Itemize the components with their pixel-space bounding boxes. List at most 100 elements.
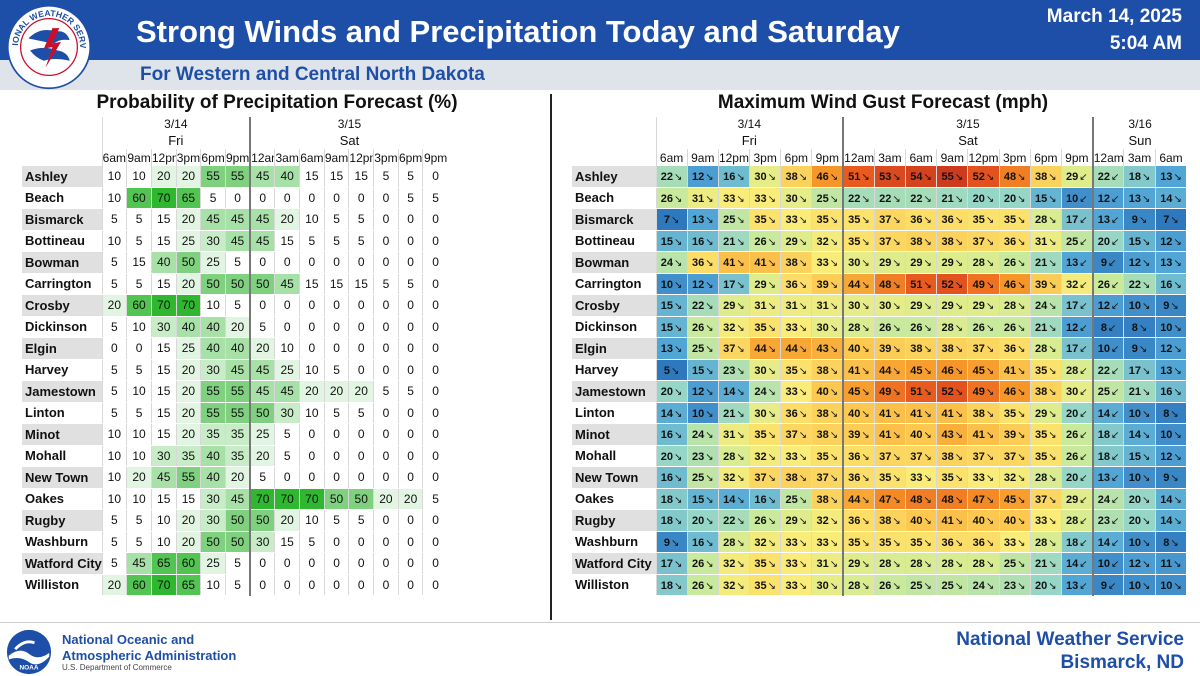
gust-cell: 35↘ <box>749 208 781 231</box>
pop-row: Mohall 10 10 30 35 40 35 20 5 0 0 0 0 0 0 <box>22 445 448 467</box>
gust-value: 22 <box>660 171 674 184</box>
gust-cell: 38↘ <box>780 251 812 274</box>
gust-value: 17 <box>660 558 674 571</box>
location-name: Mohall <box>572 445 656 467</box>
pop-cell: 0 <box>422 359 448 381</box>
gust-value: 9 <box>1100 257 1107 270</box>
gust-cell: 41↘ <box>873 423 906 446</box>
gust-cell: 28↘ <box>967 251 1000 274</box>
pop-cell: 0 <box>373 509 399 532</box>
pop-row: Crosby 20 60 70 70 10 5 0 0 0 0 0 0 0 0 <box>22 294 448 317</box>
wind-direction-arrow-icon: ↘ <box>798 408 808 420</box>
pop-cell: 40 <box>274 166 300 188</box>
pop-cell: 0 <box>373 359 399 381</box>
gust-cell: 25↘ <box>717 208 750 231</box>
wind-direction-arrow-icon: ↙ <box>1079 559 1088 571</box>
wind-direction-arrow-icon: ↘ <box>1048 559 1057 571</box>
wind-direction-arrow-icon: ↘ <box>954 516 964 528</box>
wind-direction-arrow-icon: ↘ <box>923 279 932 291</box>
gust-cell: 26↘ <box>749 509 781 532</box>
wind-direction-arrow-icon: ↘ <box>985 344 995 356</box>
gust-value: 12 <box>691 386 705 399</box>
pop-cell: 0 <box>323 251 349 274</box>
gust-value: 13 <box>1128 192 1141 205</box>
gust-value: 41 <box>941 407 954 420</box>
gust-value: 20 <box>1035 579 1048 592</box>
wind-direction-arrow-icon: ↘ <box>705 580 714 592</box>
gust-value: 9 <box>1100 579 1107 592</box>
gust-value: 20 <box>1066 407 1079 420</box>
gust-cell: 41↘ <box>936 402 968 424</box>
pop-cell: 5 <box>101 273 127 295</box>
pop-cell: 0 <box>323 316 349 338</box>
gust-cell: 12↙ <box>1060 316 1093 338</box>
gust-cell: 45↘ <box>842 380 875 403</box>
gust-cell: 41↘ <box>905 402 937 424</box>
gust-cell: 41↘ <box>873 402 906 424</box>
gust-cell: 14↘ <box>717 488 750 510</box>
gust-cell: 12↘ <box>686 166 719 188</box>
gust-cell: 36↘ <box>998 337 1031 360</box>
gust-cell: 33↘ <box>780 531 812 553</box>
pop-cell: 45 <box>249 166 275 188</box>
pop-cell: 20 <box>323 380 349 403</box>
wind-direction-arrow-icon: ↘ <box>1173 365 1182 377</box>
gust-value: 36 <box>1003 343 1017 356</box>
pop-cell: 0 <box>224 187 251 209</box>
pop-cell: 20 <box>397 488 423 510</box>
pop-cell: 10 <box>101 166 127 188</box>
wind-direction-arrow-icon: ↘ <box>829 322 839 334</box>
gust-value: 24 <box>660 257 674 270</box>
pop-cell: 15 <box>150 380 177 403</box>
gust-cell: 31↘ <box>686 187 719 209</box>
wind-day-date: 3/15 <box>842 117 1093 131</box>
pop-cell: 5 <box>249 316 275 338</box>
wind-direction-arrow-icon: ↘ <box>985 172 995 184</box>
gust-value: 20 <box>1097 235 1111 248</box>
wind-direction-arrow-icon: ↘ <box>861 344 870 356</box>
gust-value: 28 <box>723 450 736 463</box>
pop-row: Bowman 5 15 40 50 25 5 0 0 0 0 0 0 0 0 <box>22 251 448 274</box>
pop-hour-label: 12am <box>249 149 275 166</box>
gust-value: 20 <box>1128 493 1141 506</box>
pop-cell: 5 <box>397 273 423 295</box>
wind-direction-arrow-icon: ↙ <box>1079 516 1088 528</box>
wind-direction-arrow-icon: ↘ <box>829 215 839 227</box>
wind-direction-arrow-icon: ↘ <box>736 408 745 420</box>
gust-cell: 41↘ <box>936 509 968 532</box>
gust-cell: 38↘ <box>811 488 844 510</box>
gust-value: 29 <box>879 257 892 270</box>
gust-value: 12 <box>1128 558 1141 571</box>
gust-cell: 16↘ <box>749 488 781 510</box>
gust-cell: 44↘ <box>873 359 906 381</box>
pop-cell: 10 <box>126 488 152 510</box>
gust-value: 24 <box>972 579 985 592</box>
wind-direction-arrow-icon: ↘ <box>923 516 932 528</box>
gust-cell: 16↘ <box>1154 380 1187 403</box>
gust-value: 8 <box>1163 536 1170 549</box>
wind-direction-arrow-icon: ↘ <box>670 537 680 549</box>
pop-cell: 0 <box>249 552 275 575</box>
wind-direction-arrow-icon: ↘ <box>954 494 964 506</box>
pop-cell: 50 <box>249 273 275 295</box>
pop-cell: 5 <box>224 552 251 575</box>
wind-direction-arrow-icon: ↘ <box>1048 494 1057 506</box>
gust-value: 33 <box>785 558 798 571</box>
gust-value: 37 <box>972 450 985 463</box>
gust-value: 52 <box>972 171 985 184</box>
wind-direction-arrow-icon: ↘ <box>798 172 808 184</box>
gust-cell: 35↘ <box>842 531 875 553</box>
gust-value: 40 <box>972 515 985 528</box>
wind-direction-arrow-icon: ↘ <box>985 236 995 248</box>
gust-value: 40 <box>848 343 861 356</box>
pop-cell: 0 <box>422 552 448 575</box>
gust-value: 20 <box>660 386 674 399</box>
pop-cell: 0 <box>397 574 423 596</box>
gust-value: 39 <box>879 343 892 356</box>
pop-cell: 15 <box>150 488 177 510</box>
gust-cell: 37↘ <box>967 445 1000 467</box>
wind-direction-arrow-icon: ↘ <box>954 408 964 420</box>
gust-cell: 10↘ <box>1123 294 1156 317</box>
gust-cell: 26↘ <box>998 316 1031 338</box>
gust-cell: 53↘ <box>873 166 906 188</box>
